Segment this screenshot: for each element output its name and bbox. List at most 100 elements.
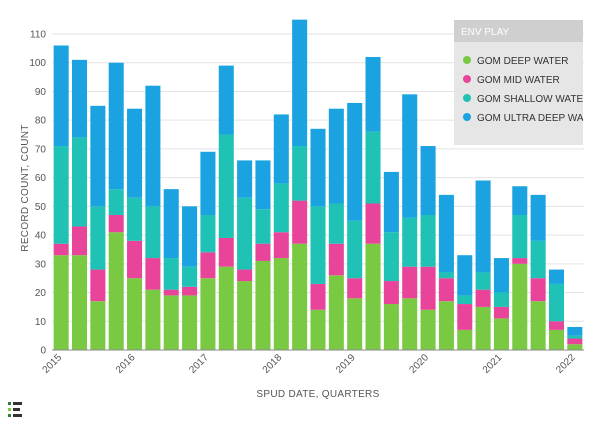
bar-segment[interactable] — [383, 304, 399, 350]
bar-segment[interactable] — [310, 309, 326, 350]
bar-segment[interactable] — [420, 266, 436, 310]
bar-segment[interactable] — [567, 338, 583, 345]
bar-segment[interactable] — [72, 226, 88, 256]
bar-segment[interactable] — [108, 62, 124, 190]
bar-segment[interactable] — [218, 237, 234, 267]
bar-segment[interactable] — [530, 278, 546, 302]
bar-segment[interactable] — [402, 217, 418, 267]
bar-segment[interactable] — [108, 214, 124, 233]
bar-segment[interactable] — [493, 306, 509, 319]
bar-segment[interactable] — [420, 214, 436, 267]
bar-segment[interactable] — [567, 335, 583, 339]
bar-segment[interactable] — [72, 137, 88, 227]
bar-segment[interactable] — [402, 266, 418, 299]
bar-segment[interactable] — [347, 220, 363, 279]
bar-segment[interactable] — [237, 281, 253, 350]
bar-segment[interactable] — [493, 292, 509, 307]
bar-segment[interactable] — [420, 146, 436, 215]
bar-segment[interactable] — [163, 289, 179, 296]
bar-segment[interactable] — [493, 258, 509, 293]
bar-segment[interactable] — [255, 209, 271, 244]
bar-segment[interactable] — [218, 266, 234, 350]
bar-segment[interactable] — [200, 278, 216, 350]
bar-segment[interactable] — [438, 272, 454, 279]
bar-segment[interactable] — [512, 214, 528, 259]
bar-segment[interactable] — [548, 283, 564, 322]
bar-segment[interactable] — [90, 301, 106, 350]
bar-segment[interactable] — [457, 255, 473, 296]
bar-segment[interactable] — [475, 272, 491, 290]
bar-segment[interactable] — [328, 243, 344, 276]
bar-segment[interactable] — [182, 266, 198, 287]
bar-segment[interactable] — [512, 186, 528, 215]
bar-segment[interactable] — [493, 318, 509, 350]
bar-segment[interactable] — [457, 304, 473, 330]
bar-segment[interactable] — [548, 321, 564, 330]
bar-segment[interactable] — [438, 301, 454, 350]
bar-segment[interactable] — [530, 301, 546, 350]
bar-segment[interactable] — [108, 232, 124, 350]
bar-segment[interactable] — [273, 114, 289, 184]
bar-segment[interactable] — [475, 306, 491, 350]
bar-segment[interactable] — [292, 243, 308, 350]
bar-segment[interactable] — [255, 260, 271, 350]
bar-segment[interactable] — [292, 19, 308, 147]
bar-segment[interactable] — [53, 243, 69, 256]
bar-segment[interactable] — [72, 255, 88, 350]
bar-segment[interactable] — [328, 203, 344, 244]
bar-segment[interactable] — [328, 275, 344, 350]
bar-segment[interactable] — [182, 286, 198, 296]
bar-segment[interactable] — [90, 105, 106, 207]
bar-segment[interactable] — [310, 128, 326, 207]
bar-segment[interactable] — [90, 206, 106, 270]
bar-segment[interactable] — [163, 258, 179, 290]
bar-segment[interactable] — [475, 180, 491, 273]
bar-segment[interactable] — [310, 206, 326, 284]
bar-segment[interactable] — [53, 45, 69, 147]
bar-segment[interactable] — [145, 289, 161, 350]
bar-segment[interactable] — [145, 85, 161, 207]
bar-segment[interactable] — [567, 344, 583, 350]
bar-segment[interactable] — [200, 252, 216, 279]
bar-segment[interactable] — [438, 194, 454, 273]
bar-segment[interactable] — [127, 108, 143, 198]
bar-segment[interactable] — [383, 171, 399, 233]
bar-segment[interactable] — [182, 206, 198, 267]
bar-segment[interactable] — [273, 183, 289, 233]
bar-segment[interactable] — [383, 232, 399, 282]
bar-segment[interactable] — [255, 160, 271, 210]
bar-segment[interactable] — [567, 327, 583, 336]
bar-segment[interactable] — [237, 269, 253, 282]
bar-segment[interactable] — [237, 197, 253, 270]
bar-segment[interactable] — [383, 281, 399, 305]
bar-segment[interactable] — [200, 151, 216, 215]
bar-segment[interactable] — [108, 189, 124, 215]
bar-segment[interactable] — [328, 108, 344, 204]
bar-segment[interactable] — [163, 295, 179, 350]
bar-segment[interactable] — [548, 269, 564, 284]
bar-segment[interactable] — [273, 232, 289, 259]
bar-segment[interactable] — [512, 258, 528, 264]
bar-segment[interactable] — [255, 243, 271, 261]
bar-segment[interactable] — [310, 283, 326, 310]
bar-segment[interactable] — [457, 329, 473, 350]
bar-segment[interactable] — [163, 189, 179, 259]
bar-segment[interactable] — [90, 269, 106, 302]
bar-segment[interactable] — [53, 255, 69, 350]
bar-segment[interactable] — [402, 94, 418, 218]
bar-segment[interactable] — [457, 295, 473, 305]
bar-segment[interactable] — [72, 59, 88, 138]
bar-segment[interactable] — [218, 134, 234, 238]
bar-segment[interactable] — [127, 197, 143, 241]
bar-segment[interactable] — [200, 214, 216, 253]
bar-segment[interactable] — [182, 295, 198, 350]
bar-segment[interactable] — [365, 243, 381, 350]
bar-segment[interactable] — [273, 258, 289, 350]
bar-segment[interactable] — [347, 102, 363, 221]
bar-segment[interactable] — [347, 278, 363, 299]
bar-segment[interactable] — [438, 278, 454, 302]
bar-segment[interactable] — [218, 65, 234, 135]
bar-segment[interactable] — [530, 194, 546, 241]
bar-segment[interactable] — [548, 329, 564, 350]
bar-segment[interactable] — [365, 131, 381, 204]
